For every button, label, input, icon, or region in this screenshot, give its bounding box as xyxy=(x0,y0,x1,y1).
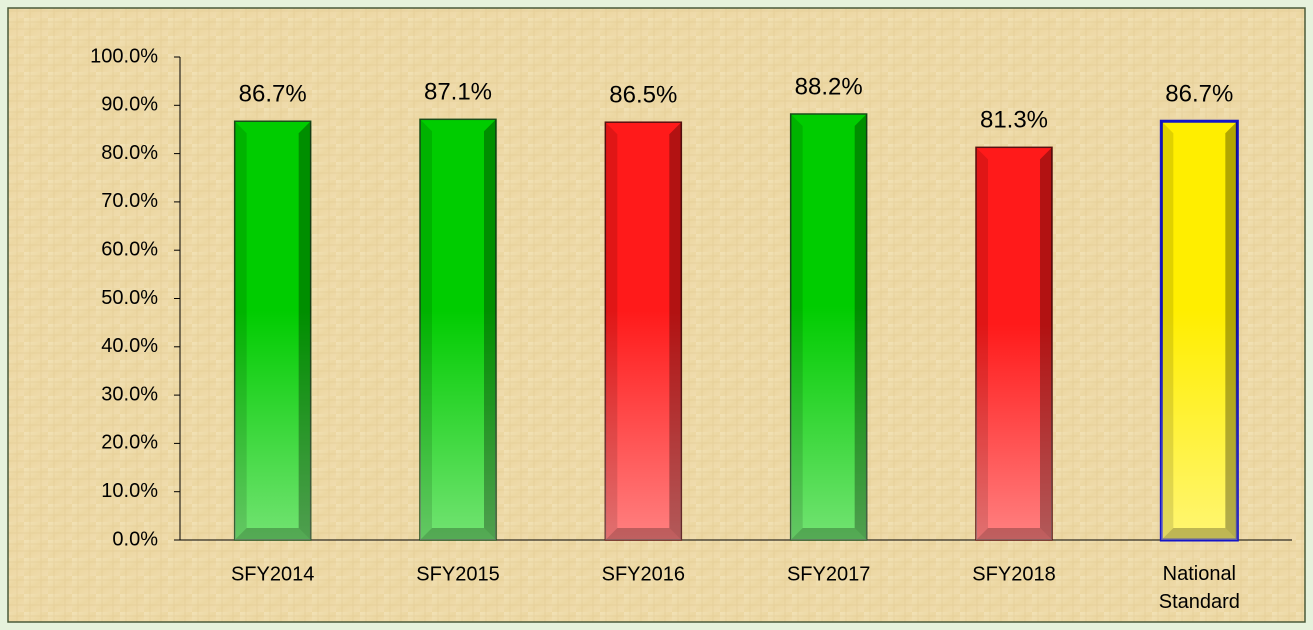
bar-group xyxy=(975,146,1053,541)
y-tick-label: 90.0% xyxy=(101,94,158,116)
value-label: 86.5% xyxy=(609,82,677,109)
bar-group xyxy=(233,120,312,541)
bar-bevel-bottom xyxy=(1161,528,1238,540)
bar-shine xyxy=(1161,121,1238,540)
x-tick-label: SFY2014 xyxy=(231,563,314,585)
bar-group xyxy=(419,118,497,541)
bar-bevel-left xyxy=(976,147,988,541)
value-label: 81.3% xyxy=(980,107,1048,134)
x-tick-label: National Standard xyxy=(1159,563,1240,613)
bar-shine xyxy=(420,119,496,540)
bar-shine xyxy=(234,121,311,540)
bar-bevel-right xyxy=(484,119,496,540)
value-label: 86.7% xyxy=(1165,81,1233,108)
bar-bevel-right xyxy=(854,113,867,540)
y-tick-label: 100.0% xyxy=(90,45,158,67)
y-tick-label: 80.0% xyxy=(101,142,158,164)
y-tick-label: 0.0% xyxy=(112,528,158,550)
bar-bevel-left xyxy=(1161,121,1174,540)
y-tick-label: 20.0% xyxy=(101,432,158,454)
x-tick-label-line: National xyxy=(1163,563,1236,585)
y-tick-label: 50.0% xyxy=(101,287,158,309)
x-tick-label: SFY2017 xyxy=(787,563,870,585)
bar-bevel-bottom xyxy=(605,528,682,540)
bar-bevel-left xyxy=(234,121,247,540)
bar-shine xyxy=(605,122,682,540)
x-tick-label: SFY2018 xyxy=(972,563,1055,585)
bar-bevel-bottom xyxy=(976,528,1052,540)
y-tick-label: 60.0% xyxy=(101,238,158,260)
y-tick-label: 40.0% xyxy=(101,335,158,357)
bar-bevel-left xyxy=(420,119,432,540)
value-label: 87.1% xyxy=(424,79,492,106)
y-tick-label: 30.0% xyxy=(101,383,158,405)
value-label: 88.2% xyxy=(795,73,863,100)
bar-group xyxy=(604,121,683,541)
bar-bevel-right xyxy=(669,122,682,540)
bar-group xyxy=(789,113,868,541)
bar-bevel-right xyxy=(1040,147,1052,541)
bar-bevel-right xyxy=(1225,121,1238,540)
x-tick-label-line: Standard xyxy=(1159,591,1240,613)
y-tick-label: 70.0% xyxy=(101,190,158,212)
bar-bevel-left xyxy=(605,122,618,540)
value-label: 86.7% xyxy=(239,81,307,108)
bar-bevel-bottom xyxy=(234,528,311,540)
bar-group xyxy=(1159,119,1239,542)
y-tick-label: 10.0% xyxy=(101,480,158,502)
bar-bevel-left xyxy=(790,113,803,540)
x-tick-label: SFY2016 xyxy=(602,563,685,585)
bar-bevel-right xyxy=(298,121,311,540)
bar-bevel-bottom xyxy=(420,528,496,540)
x-tick-label: SFY2015 xyxy=(416,563,499,585)
bar-shine xyxy=(790,113,867,540)
bar-bevel-bottom xyxy=(790,528,867,540)
bar-shine xyxy=(976,147,1052,541)
